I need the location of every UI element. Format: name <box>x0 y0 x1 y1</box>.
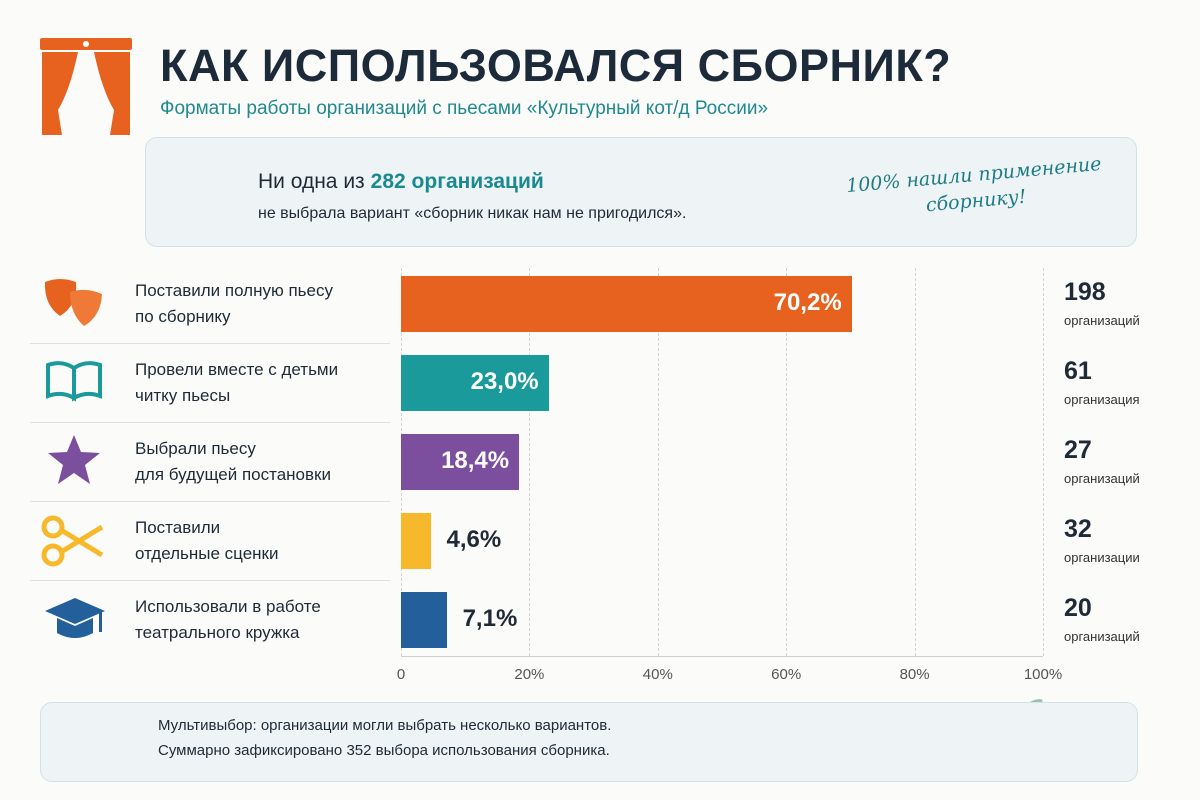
callout-highlight: 282 организаций <box>370 170 544 193</box>
footer-box <box>40 702 1138 782</box>
book-icon <box>46 361 102 402</box>
scissors-icon <box>41 515 104 567</box>
masks-icon <box>44 279 102 326</box>
callout-text: не выбрала вариант «сборник никак нам не… <box>258 205 687 222</box>
title: КАК ИСПОЛЬЗОВАЛСЯ СБОРНИК? <box>160 40 952 91</box>
callout-lead-text: Ни одна из <box>258 170 365 193</box>
subtitle: Форматы работы организаций с пьесами «Ку… <box>160 98 769 119</box>
curtain-icon <box>40 38 132 135</box>
callout-box <box>145 137 1137 247</box>
cap-icon <box>45 598 105 638</box>
star-icon <box>48 435 100 484</box>
callout-lead: Ни одна из 282 организаций <box>258 170 544 194</box>
